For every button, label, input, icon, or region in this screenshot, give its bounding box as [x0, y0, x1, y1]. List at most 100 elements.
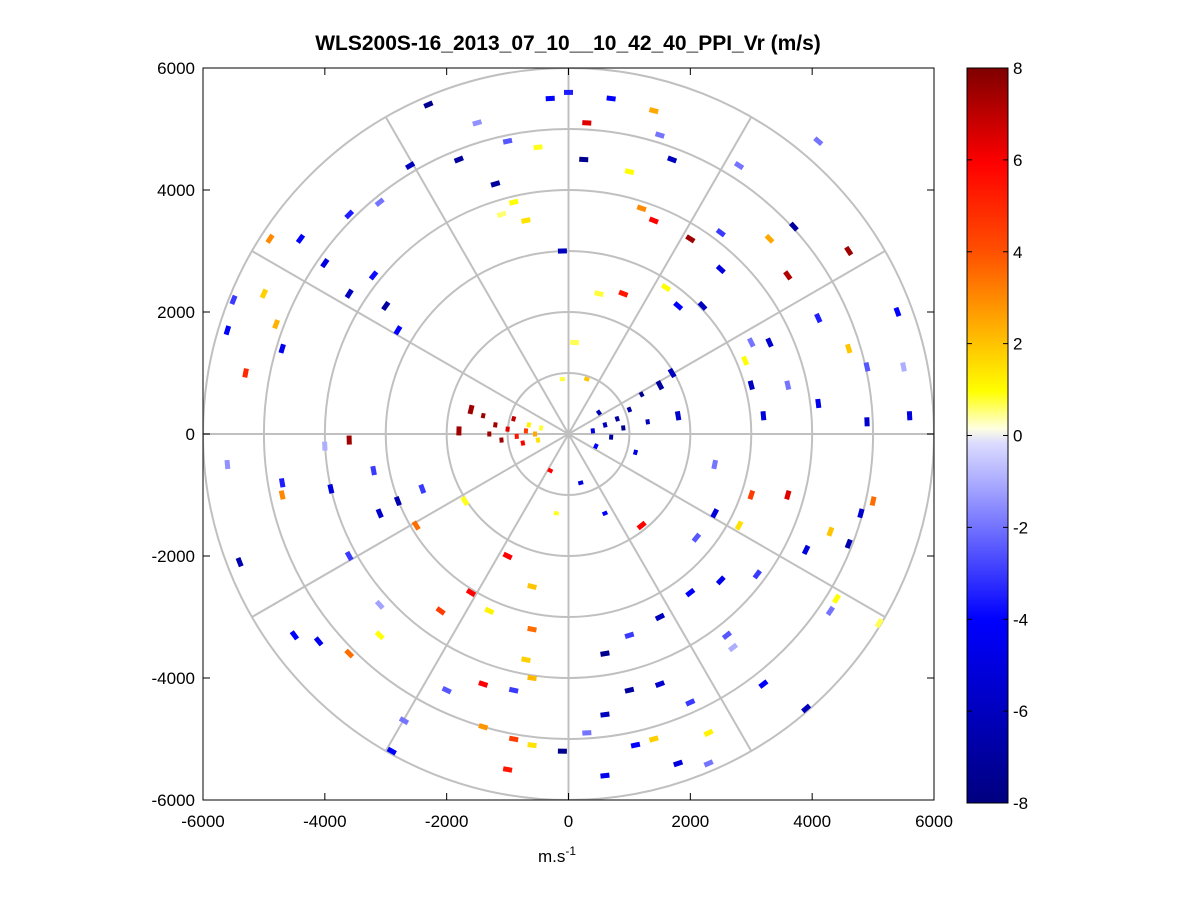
data-point-5	[480, 412, 486, 419]
data-point-35	[601, 510, 609, 517]
data-point-137	[386, 746, 397, 756]
data-point-43	[344, 288, 354, 299]
data-point-46	[295, 233, 306, 244]
data-point-73	[648, 216, 659, 225]
x-tick-label: -2000	[425, 812, 468, 831]
data-point-164	[831, 593, 841, 604]
data-point-160	[826, 526, 835, 537]
data-point-143	[648, 735, 659, 743]
data-point-65	[582, 120, 592, 126]
data-point-44	[381, 300, 391, 312]
colorbar-tick-label: 2	[1013, 335, 1022, 354]
data-point-26	[674, 410, 682, 421]
data-point-132	[398, 716, 410, 726]
polar-spoke-300	[567, 433, 753, 752]
data-point-77	[764, 233, 775, 244]
data-point-41	[259, 288, 269, 299]
data-point-12	[511, 415, 517, 422]
data-point-144	[672, 759, 684, 768]
y-tick-label: 2000	[157, 303, 195, 322]
polar-spoke-60	[567, 116, 753, 435]
data-point-149	[624, 686, 635, 694]
data-point-162	[857, 508, 865, 519]
data-point-138	[502, 766, 513, 773]
data-point-13	[487, 431, 492, 437]
data-point-15	[590, 428, 596, 434]
data-point-109	[327, 483, 335, 494]
data-point-17	[614, 415, 620, 422]
data-point-19	[638, 391, 645, 398]
data-point-37	[278, 343, 286, 354]
data-point-125	[527, 583, 538, 590]
data-point-30	[569, 339, 580, 346]
data-point-131	[441, 686, 452, 695]
data-point-156	[727, 642, 739, 653]
colorbar-tick-label: 0	[1013, 427, 1022, 446]
data-point-76	[733, 161, 745, 171]
data-point-99	[760, 411, 767, 421]
colorbar-tick-label: 8	[1013, 59, 1022, 78]
data-point-86	[618, 289, 629, 298]
data-point-28	[632, 449, 639, 456]
data-point-61	[496, 210, 507, 219]
data-point-128	[527, 674, 537, 682]
data-point-106	[346, 435, 352, 445]
data-point-167	[784, 489, 792, 501]
data-point-64	[564, 89, 573, 95]
data-point-108	[370, 465, 377, 476]
data-point-93	[900, 362, 907, 372]
data-point-34	[577, 480, 584, 486]
data-point-90	[814, 312, 823, 324]
data-point-121	[435, 606, 446, 616]
data-point-57	[490, 180, 501, 188]
colorbar-tick-label: -6	[1013, 702, 1028, 721]
data-point-84	[673, 301, 684, 311]
colorbar-tick-label: -2	[1013, 518, 1028, 537]
data-point-58	[545, 95, 555, 102]
data-point-111	[393, 495, 402, 507]
colorbar-tick-label: -8	[1013, 794, 1028, 813]
x-tick-label: -4000	[303, 812, 346, 831]
data-point-102	[224, 459, 231, 470]
data-point-74	[685, 234, 696, 244]
data-point-32	[553, 510, 560, 516]
data-point-20	[655, 380, 665, 391]
data-point-134	[508, 735, 519, 743]
data-point-153	[685, 587, 696, 598]
data-point-23	[621, 425, 626, 431]
data-point-139	[582, 730, 592, 736]
data-point-120	[374, 630, 385, 641]
data-point-98	[741, 355, 750, 366]
data-point-52	[423, 100, 434, 109]
data-point-50	[320, 258, 330, 269]
data-point-68	[648, 107, 659, 115]
data-point-54	[502, 137, 513, 145]
data-point-163	[869, 496, 877, 507]
data-point-48	[374, 197, 385, 208]
polar-spoke-120	[384, 116, 570, 435]
data-point-154	[715, 575, 726, 586]
data-point-147	[685, 698, 696, 707]
data-point-100	[906, 411, 913, 421]
data-point-110	[375, 508, 384, 519]
polar-spoke-240	[384, 433, 570, 752]
data-point-165	[825, 605, 835, 617]
chart-title: WLS200S-16_2013_07_10__10_42_40_PPI_Vr (…	[315, 32, 821, 55]
data-point-171	[710, 508, 720, 519]
colorbar	[966, 67, 1009, 804]
data-point-66	[579, 156, 589, 163]
data-point-27	[593, 443, 599, 450]
data-point-6	[467, 404, 475, 415]
data-point-22	[608, 434, 614, 440]
data-point-31	[583, 376, 590, 382]
data-point-0	[533, 431, 537, 437]
data-point-95	[815, 398, 822, 409]
data-point-38	[223, 325, 232, 336]
x-tick-label: -6000	[181, 812, 224, 831]
data-point-79	[783, 270, 793, 281]
y-tick-label: -2000	[152, 547, 195, 566]
data-point-82	[697, 300, 708, 311]
data-point-63	[557, 248, 567, 254]
data-point-75	[715, 227, 726, 238]
data-point-105	[235, 557, 244, 568]
